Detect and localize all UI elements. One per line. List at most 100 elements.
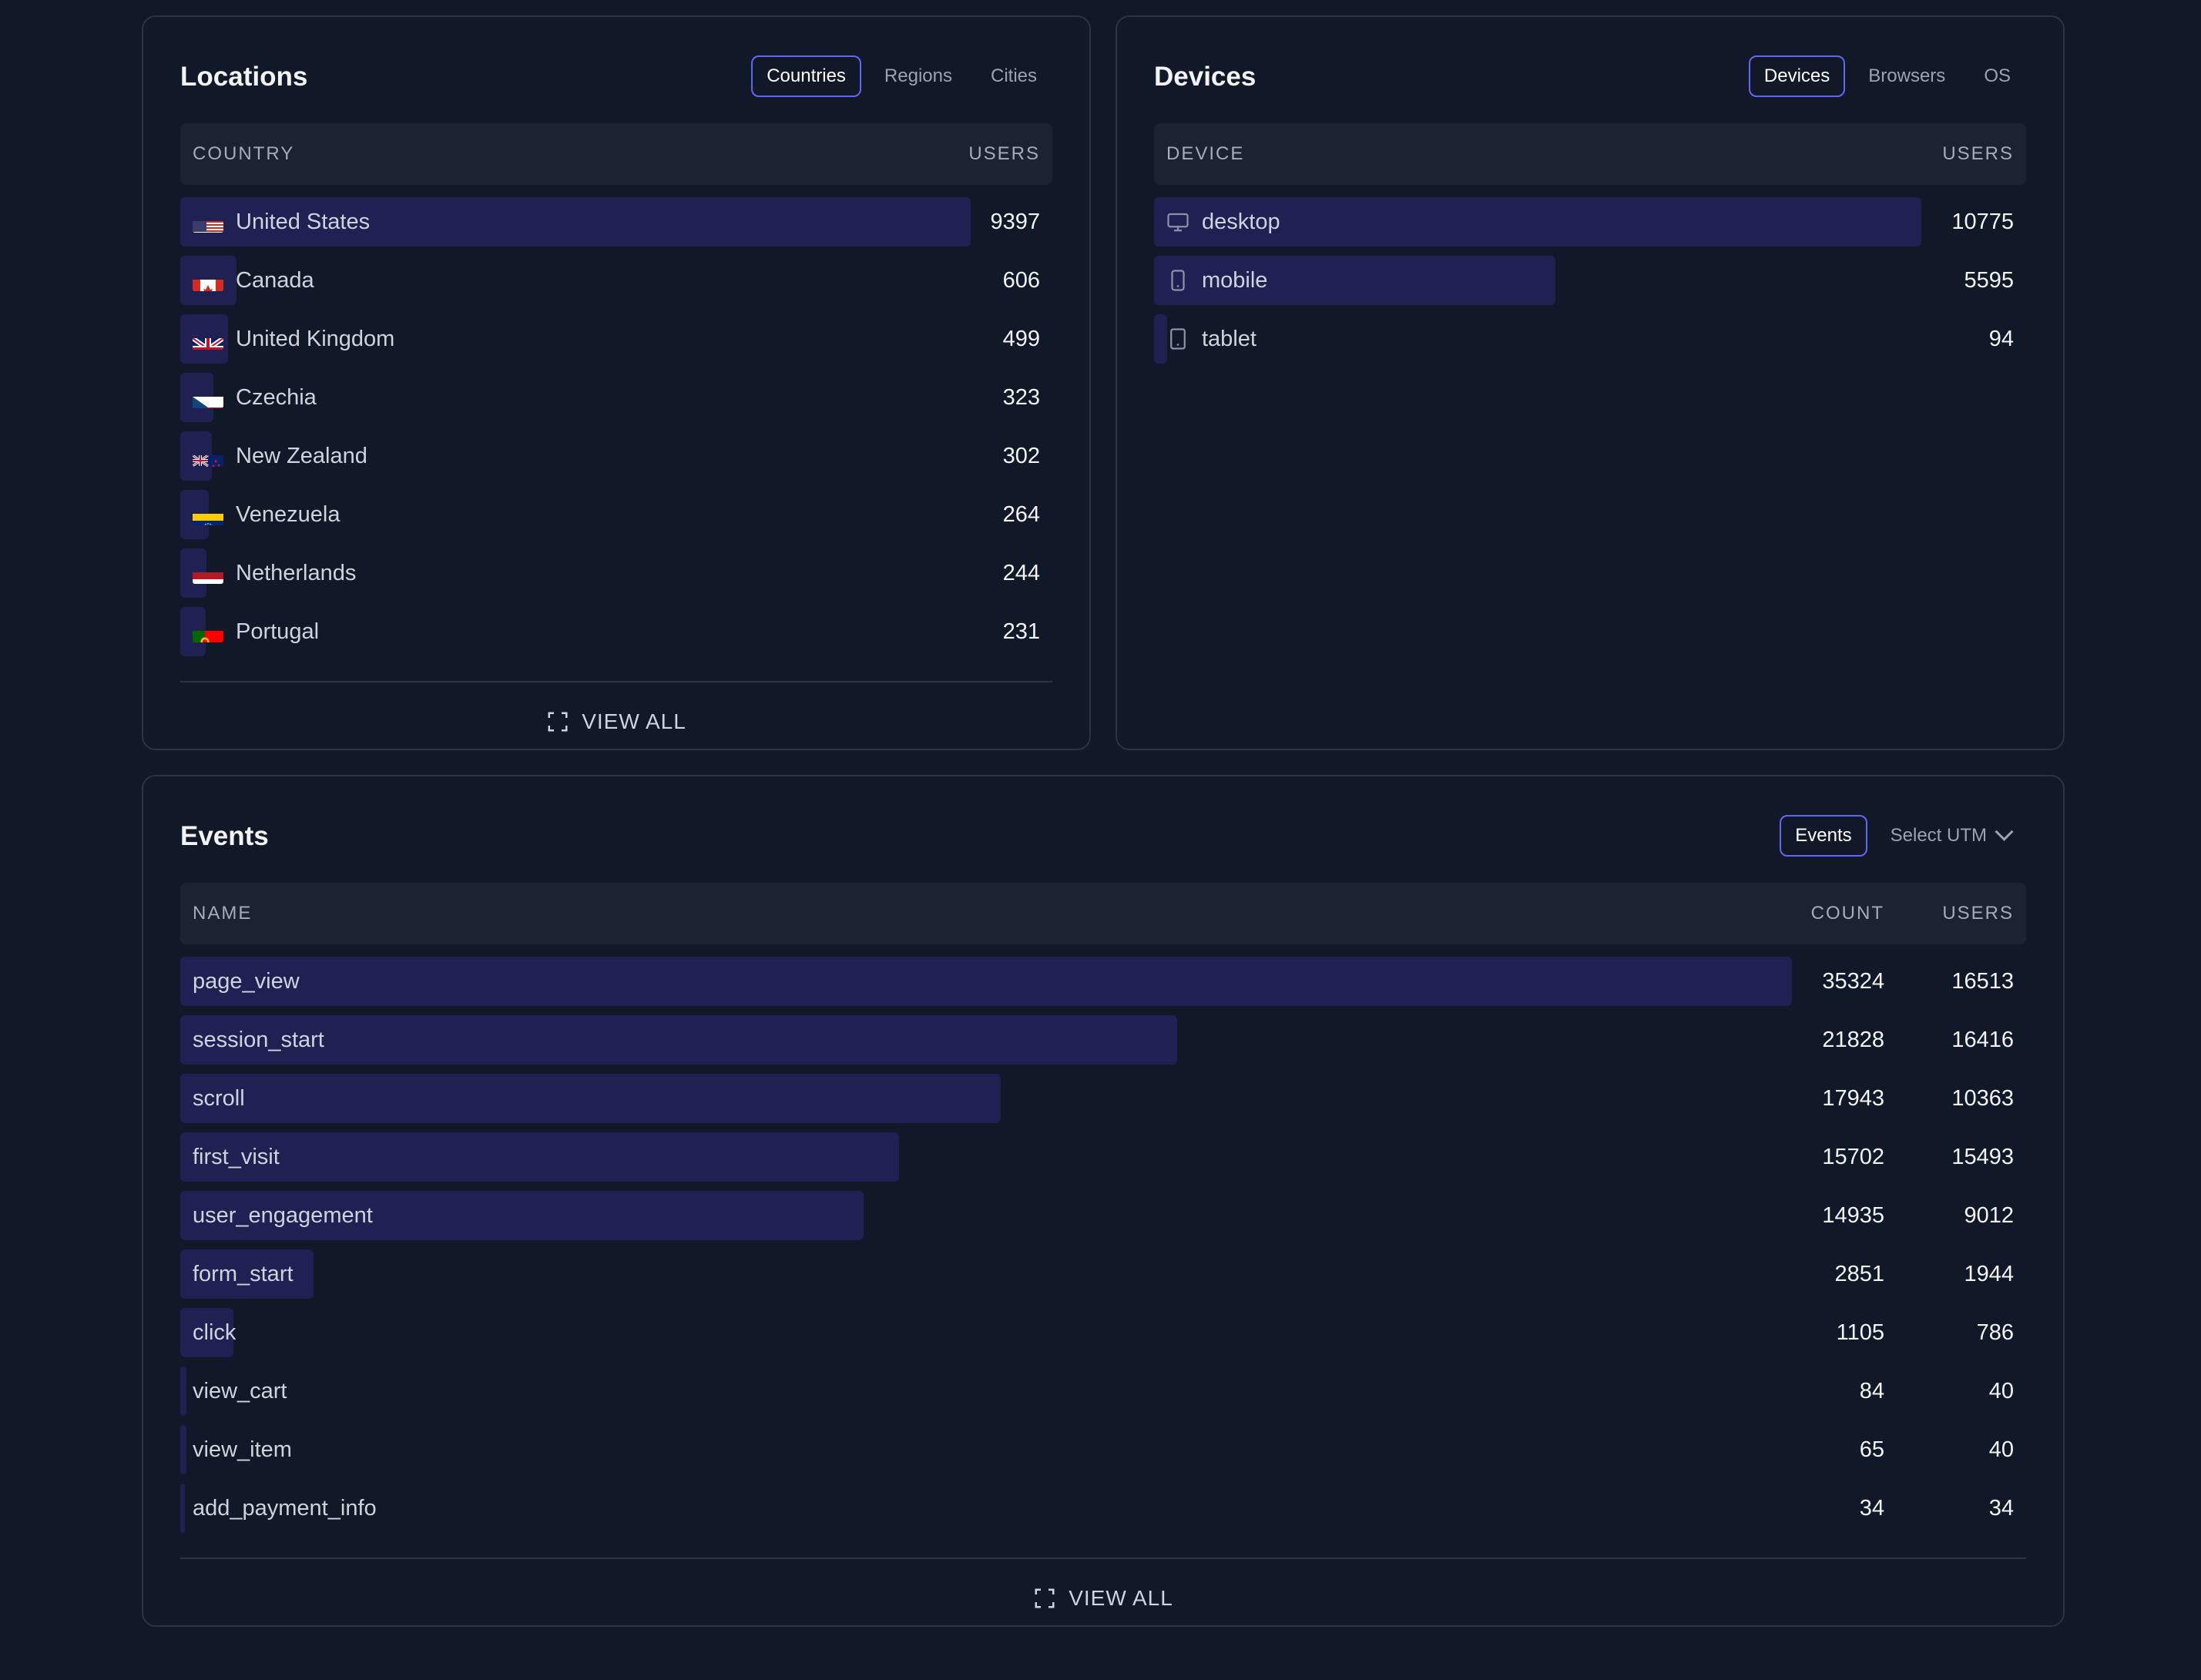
- item-label: Czechia: [193, 373, 317, 422]
- value-bar: [180, 1074, 1001, 1123]
- users-value: 499: [1002, 327, 1040, 351]
- events-title: Events: [180, 821, 269, 851]
- value-bar: [180, 1132, 900, 1182]
- item-label: United Kingdom: [193, 314, 394, 364]
- value-bar: [180, 1308, 233, 1357]
- item-name: desktop: [1202, 210, 1280, 234]
- count-value: 65: [1859, 1437, 1884, 1462]
- tab-events[interactable]: Events: [1780, 815, 1867, 857]
- devices-tabs: Devices Browsers OS: [1748, 55, 2026, 97]
- value-bar: [1154, 256, 1555, 305]
- list-item[interactable]: tablet 94: [1154, 314, 2026, 364]
- locations-tabs: Countries Regions Cities: [751, 55, 1052, 97]
- flag-icon: [193, 445, 223, 467]
- divider: [180, 1558, 2026, 1559]
- list-item[interactable]: form_start 2851 1944: [180, 1249, 2026, 1299]
- events-card: Events Events Select UTM NAME COUNT USER…: [142, 775, 2065, 1627]
- count-value: 34: [1859, 1496, 1884, 1521]
- list-item[interactable]: scroll 17943 10363: [180, 1074, 2026, 1123]
- list-item[interactable]: view_item 65 40: [180, 1425, 2026, 1474]
- users-value: 16513: [1951, 969, 2014, 994]
- item-label: first_visit: [193, 1132, 280, 1182]
- list-item[interactable]: click 1105 786: [180, 1308, 2026, 1357]
- item-label: tablet: [1166, 314, 1257, 364]
- item-label: form_start: [193, 1249, 294, 1299]
- flag-icon: [193, 504, 223, 525]
- expand-icon: [548, 712, 568, 732]
- item-name: click: [193, 1320, 237, 1345]
- tab-devices[interactable]: Devices: [1748, 55, 1846, 97]
- item-label: user_engagement: [193, 1191, 373, 1240]
- list-item[interactable]: Venezuela 264: [180, 490, 1052, 539]
- item-name: user_engagement: [193, 1203, 373, 1228]
- item-name: view_item: [193, 1437, 292, 1462]
- count-value: 21828: [1822, 1028, 1884, 1052]
- item-label: scroll: [193, 1074, 245, 1123]
- list-item[interactable]: desktop 10775: [1154, 197, 2026, 246]
- item-name: session_start: [193, 1028, 324, 1052]
- tab-os[interactable]: OS: [1984, 65, 2011, 86]
- view-all-label: VIEW ALL: [582, 709, 686, 733]
- utm-select[interactable]: Select UTM: [1875, 815, 2026, 857]
- item-name: Portugal: [236, 619, 320, 644]
- item-name: tablet: [1202, 327, 1257, 351]
- count-value: 17943: [1822, 1086, 1884, 1111]
- list-item[interactable]: United Kingdom 499: [180, 314, 1052, 364]
- value-bar: [1154, 197, 1921, 246]
- users-value: 40: [1988, 1379, 2014, 1403]
- item-label: session_start: [193, 1015, 324, 1065]
- divider: [180, 681, 1052, 682]
- list-item[interactable]: mobile 5595: [1154, 256, 2026, 305]
- item-name: mobile: [1202, 268, 1268, 293]
- item-label: view_cart: [193, 1366, 287, 1416]
- value-bar: [180, 1191, 864, 1240]
- column-header-users: USERS: [1942, 143, 2014, 164]
- tab-countries[interactable]: Countries: [751, 55, 861, 97]
- tab-cities[interactable]: Cities: [990, 65, 1037, 86]
- users-value: 15493: [1951, 1145, 2014, 1169]
- view-all-label: VIEW ALL: [1069, 1586, 1173, 1610]
- item-name: New Zealand: [236, 444, 367, 468]
- item-name: view_cart: [193, 1379, 287, 1403]
- item-label: click: [193, 1308, 236, 1357]
- devices-title: Devices: [1154, 62, 1257, 92]
- tab-browsers[interactable]: Browsers: [1868, 65, 1946, 86]
- item-name: Netherlands: [236, 561, 357, 585]
- item-label: add_payment_info: [193, 1484, 377, 1533]
- count-value: 14935: [1822, 1203, 1884, 1228]
- list-item[interactable]: session_start 21828 16416: [180, 1015, 2026, 1065]
- value-bar: [1154, 314, 1167, 364]
- events-table-header: NAME COUNT USERS: [180, 883, 2026, 944]
- list-item[interactable]: view_cart 84 40: [180, 1366, 2026, 1416]
- column-header-country: COUNTRY: [193, 143, 295, 164]
- list-item[interactable]: United States 9397: [180, 197, 1052, 246]
- list-item[interactable]: first_visit 15702 15493: [180, 1132, 2026, 1182]
- expand-icon: [1035, 1588, 1055, 1608]
- list-item[interactable]: user_engagement 14935 9012: [180, 1191, 2026, 1240]
- locations-view-all-button[interactable]: VIEW ALL: [143, 703, 1089, 741]
- tablet-icon: [1166, 327, 1189, 350]
- column-header-name: NAME: [193, 903, 253, 924]
- devices-list: desktop 10775 mobile 5595 tablet 94: [1154, 197, 2026, 373]
- users-value: 786: [1976, 1320, 2014, 1345]
- item-name: form_start: [193, 1262, 294, 1286]
- count-value: 2851: [1834, 1262, 1884, 1286]
- list-item[interactable]: Canada 606: [180, 256, 1052, 305]
- item-name: first_visit: [193, 1145, 280, 1169]
- list-item[interactable]: add_payment_info 34 34: [180, 1484, 2026, 1533]
- locations-card: Locations Countries Regions Cities COUNT…: [142, 15, 1091, 750]
- flag-icon: [193, 387, 223, 408]
- list-item[interactable]: page_view 35324 16513: [180, 957, 2026, 1006]
- devices-card: Devices Devices Browsers OS DEVICE USERS…: [1116, 15, 2065, 750]
- item-label: Venezuela: [193, 490, 340, 539]
- devices-table-header: DEVICE USERS: [1154, 123, 2026, 185]
- list-item[interactable]: Czechia 323: [180, 373, 1052, 422]
- tab-regions[interactable]: Regions: [884, 65, 952, 86]
- list-item[interactable]: New Zealand 302: [180, 431, 1052, 481]
- events-view-all-button[interactable]: VIEW ALL: [143, 1579, 2063, 1618]
- list-item[interactable]: Netherlands 244: [180, 548, 1052, 598]
- flag-icon: [193, 621, 223, 642]
- list-item[interactable]: Portugal 231: [180, 607, 1052, 656]
- locations-table-header: COUNTRY USERS: [180, 123, 1052, 185]
- value-bar: [180, 1484, 186, 1533]
